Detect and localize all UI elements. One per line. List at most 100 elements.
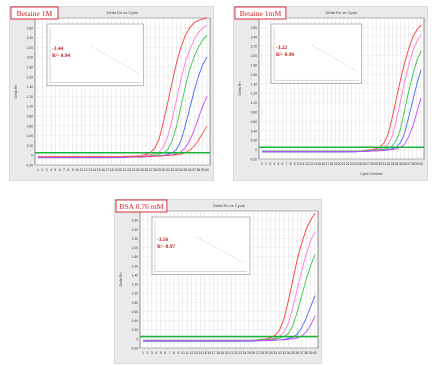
x-tick-label: 8	[67, 168, 69, 172]
x-tick-label: 32	[386, 162, 390, 166]
y-tick-label: -0.20	[26, 164, 33, 168]
y-tick-label: 1.20	[251, 92, 257, 96]
x-tick-label: 34	[179, 168, 183, 172]
x-tick-label: 24	[354, 162, 358, 166]
chart-betaine-1mm: 2.802.602.402.202.001.801.601.401.201.00…	[233, 6, 428, 181]
x-tick-label: 20	[225, 351, 229, 355]
x-tick-label: 12	[84, 168, 88, 172]
y-tick-label: 0.80	[27, 115, 33, 119]
y-tick-label: 0	[255, 148, 257, 152]
series-line	[262, 97, 422, 152]
x-tick-label: 9	[72, 168, 74, 172]
x-tick-label: 22	[127, 168, 131, 172]
series-line	[143, 295, 316, 342]
x-tick-label: 12	[305, 162, 309, 166]
chart-title: Delta Rn vs Cycle	[107, 10, 140, 15]
x-tick-label: 24	[243, 351, 247, 355]
x-tick-label: 19	[220, 351, 224, 355]
x-tick-label: 5	[160, 351, 162, 355]
x-tick-label: 23	[350, 162, 354, 166]
x-tick-label: 35	[291, 351, 295, 355]
x-tick-label: 1	[142, 351, 144, 355]
y-tick-label: 1.00	[251, 101, 257, 105]
inset-fit-line	[90, 45, 139, 74]
series-line	[262, 50, 422, 152]
x-tick-label: 38	[411, 162, 415, 166]
x-tick-label: 30	[269, 351, 273, 355]
condition-label-box	[115, 199, 168, 213]
x-tick-label: 31	[273, 351, 277, 355]
x-tick-label: 18	[329, 162, 333, 166]
y-tick-label: 1.60	[251, 73, 257, 77]
chart-title: Delta Rn vs Cycle	[326, 10, 359, 15]
y-tick-label: 1.00	[132, 292, 138, 296]
chart-betaine-1m: 2.802.602.402.202.001.801.601.401.201.00…	[9, 6, 214, 181]
x-tick-label: 35	[183, 168, 187, 172]
y-tick-label: 2.00	[132, 246, 138, 250]
x-tick-label: 17	[105, 168, 109, 172]
y-tick-label: 0	[136, 337, 138, 341]
y-tick-label: 2.00	[251, 54, 257, 58]
x-tick-label: 9	[294, 162, 296, 166]
y-tick-label: 2.60	[251, 26, 257, 30]
x-tick-label: 8	[173, 351, 175, 355]
x-tick-label: 39	[309, 351, 313, 355]
x-tick-label: 34	[395, 162, 399, 166]
x-tick-label: 40	[205, 168, 209, 172]
y-axis-label: Delta Rn	[14, 85, 18, 99]
x-tick-label: 7	[169, 351, 171, 355]
y-tick-label: 0.80	[132, 301, 138, 305]
x-tick-label: 39	[201, 168, 205, 172]
x-tick-label: 10	[297, 162, 301, 166]
x-tick-label: 20	[338, 162, 342, 166]
x-tick-label: 4	[155, 351, 157, 355]
inset-r2-label: R²- 0.97	[157, 244, 175, 250]
y-tick-label: 1.80	[132, 255, 138, 259]
x-tick-label: 14	[92, 168, 96, 172]
x-tick-label: 23	[238, 351, 242, 355]
condition-label-box	[234, 6, 287, 20]
y-tick-label: 1.80	[251, 64, 257, 68]
x-tick-label: 21	[342, 162, 346, 166]
y-tick-label: 0.20	[27, 144, 33, 148]
x-tick-label: 27	[256, 351, 260, 355]
x-tick-label: 30	[162, 168, 166, 172]
x-tick-label: 32	[278, 351, 282, 355]
x-tick-label: 25	[140, 168, 144, 172]
x-tick-label: 27	[149, 168, 153, 172]
y-tick-label: 1.20	[27, 95, 33, 99]
y-tick-label: 0.60	[27, 124, 33, 128]
series-line	[38, 56, 208, 159]
y-tick-label: 1.60	[132, 264, 138, 268]
x-tick-label: 14	[198, 351, 202, 355]
x-tick-label: 12	[190, 351, 194, 355]
x-tick-label: 6	[281, 162, 283, 166]
x-tick-label: 23	[131, 168, 135, 172]
x-tick-label: 25	[358, 162, 362, 166]
x-tick-label: 25	[247, 351, 251, 355]
x-tick-label: 1	[37, 168, 39, 172]
inset-fit-line	[195, 236, 246, 264]
x-tick-label: 13	[309, 162, 313, 166]
inset-r2-label: R²- 0.96	[276, 52, 294, 58]
x-tick-label: 36	[295, 351, 299, 355]
x-tick-label: 4	[273, 162, 275, 166]
x-tick-label: 35	[399, 162, 403, 166]
x-tick-label: 37	[192, 168, 196, 172]
x-tick-label: 6	[59, 168, 61, 172]
x-tick-label: 14	[313, 162, 317, 166]
y-tick-label: 1.40	[132, 273, 138, 277]
x-tick-label: 3	[151, 351, 153, 355]
panel-betaine-1mm: 2.802.602.402.202.001.801.601.401.201.00…	[233, 6, 428, 181]
x-tick-label: 26	[144, 168, 148, 172]
x-tick-label: 3	[269, 162, 271, 166]
series-line	[143, 315, 316, 342]
x-tick-label: 26	[362, 162, 366, 166]
x-tick-label: 15	[97, 168, 101, 172]
x-tick-label: 5	[277, 162, 279, 166]
x-axis-label: Cycle Number	[360, 172, 384, 176]
x-tick-label: 6	[164, 351, 166, 355]
y-tick-label: 2.20	[251, 45, 257, 49]
y-tick-label: 2.00	[27, 56, 33, 60]
x-tick-label: 11	[301, 162, 305, 166]
